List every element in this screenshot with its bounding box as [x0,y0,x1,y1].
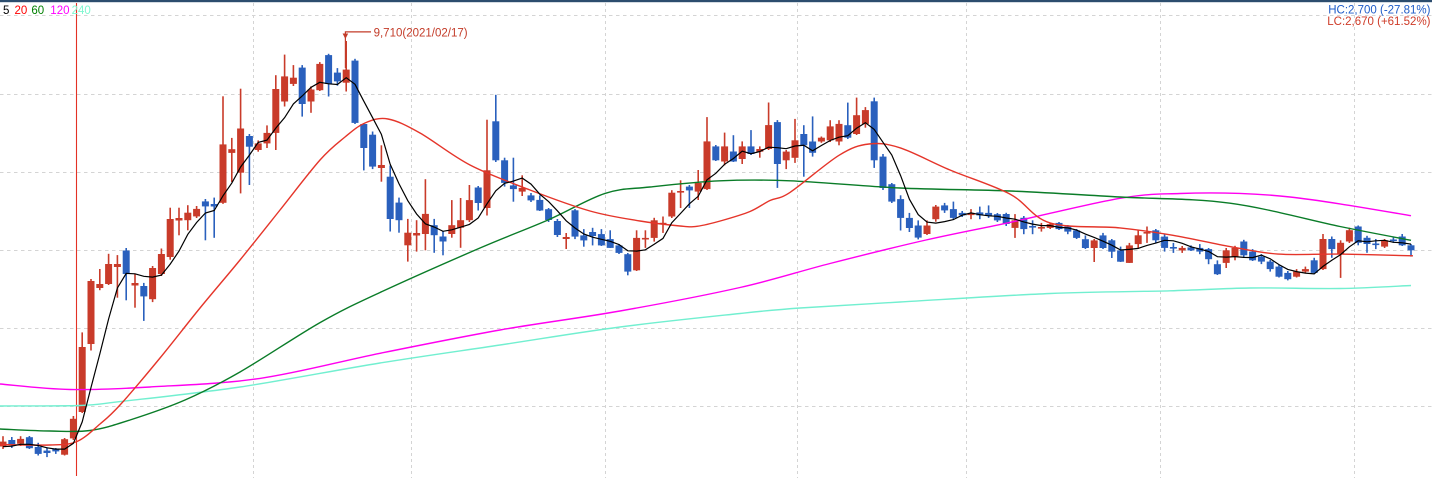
svg-text:LC:2,670 (+61.52%): LC:2,670 (+61.52%) [1327,16,1430,28]
svg-text:5: 5 [3,5,9,17]
svg-text:HC:2,700 (-27.81%): HC:2,700 (-27.81%) [1328,5,1430,17]
svg-text:9,710(2021/02/17): 9,710(2021/02/17) [374,28,468,40]
svg-text:120: 120 [50,5,69,17]
svg-text:20: 20 [15,5,28,17]
svg-text:60: 60 [31,5,44,17]
svg-text:240: 240 [72,5,91,17]
